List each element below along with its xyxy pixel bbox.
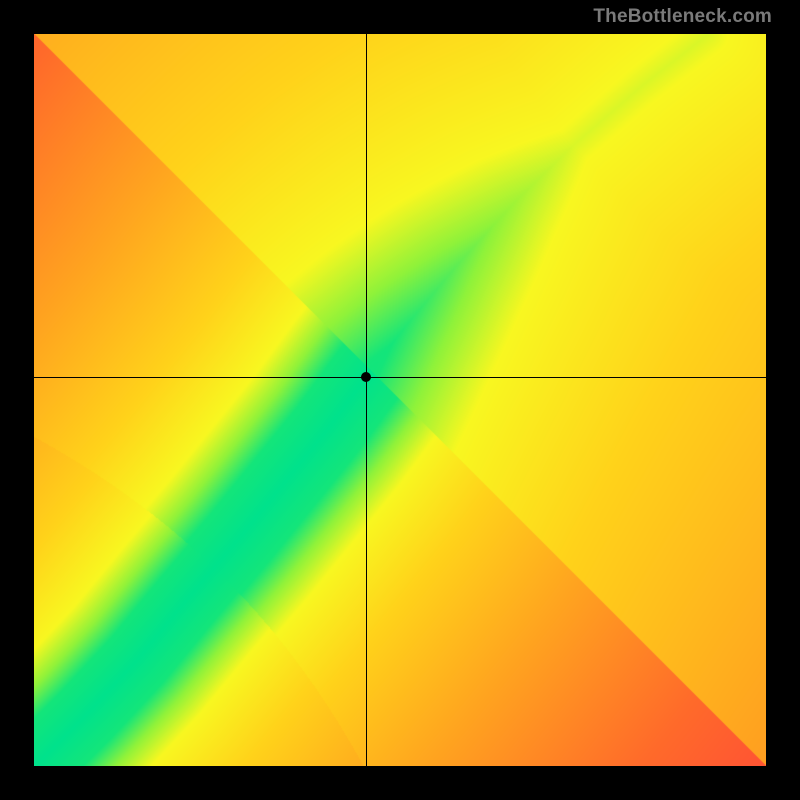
crosshair-horizontal (34, 377, 766, 378)
heatmap-canvas (34, 34, 766, 766)
bottleneck-heatmap (34, 34, 766, 766)
watermark-label: TheBottleneck.com (593, 6, 772, 28)
crosshair-vertical (366, 34, 367, 766)
selection-point (361, 372, 371, 382)
